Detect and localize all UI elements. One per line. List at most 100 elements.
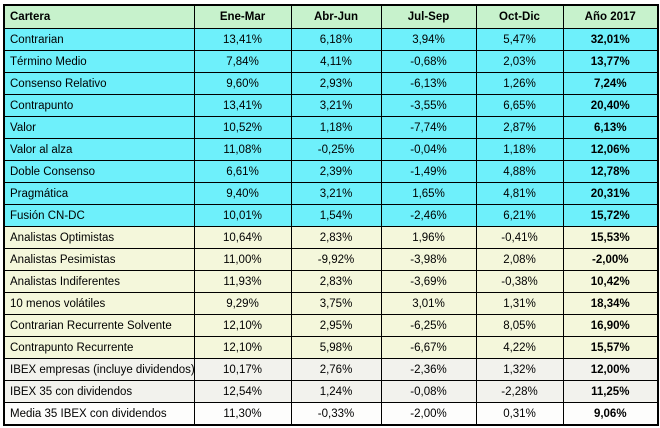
quarter-value-cell: 11,93% (193, 270, 292, 293)
quarter-value-cell: -0,25% (290, 138, 382, 161)
quarter-value-cell: 2,08% (475, 248, 564, 271)
quarter-value-cell: 2,93% (290, 72, 382, 95)
row-label: Valor (3, 116, 195, 139)
quarter-value-cell: 10,17% (193, 358, 292, 381)
quarter-value-cell: 3,01% (380, 292, 477, 315)
header-row: Cartera Ene-Mar Abr-Jun Jul-Sep Oct-Dic Año 2… (3, 4, 659, 29)
quarter-value-cell: 12,54% (193, 380, 292, 403)
row-label: Analistas Pesimistas (3, 248, 195, 271)
quarter-value-cell: 1,32% (475, 358, 564, 381)
row-label: Doble Consenso (3, 160, 195, 183)
row-label: Consenso Relativo (3, 72, 195, 95)
table-row: 10 menos volátiles 9,29% 3,75% 3,01% 1,31% 18… (3, 292, 659, 315)
column-header: Año 2017 (562, 4, 659, 29)
quarter-value-cell: 5,98% (290, 336, 382, 359)
quarter-value-cell: 6,18% (290, 28, 382, 51)
quarter-value-cell: -0,04% (380, 138, 477, 161)
year-value-cell: 15,53% (562, 226, 659, 249)
quarter-value-cell: -6,67% (380, 336, 477, 359)
quarter-value-cell: 6,61% (193, 160, 292, 183)
year-value-cell: 20,40% (562, 94, 659, 117)
quarter-value-cell: 10,01% (193, 204, 292, 227)
table-row: Analistas Indiferentes 11,93% 2,83% -3,69% -… (3, 270, 659, 293)
portfolio-returns-table: Cartera Ene-Mar Abr-Jun Jul-Sep Oct-Dic Año 2… (3, 4, 659, 426)
row-label: IBEX empresas (incluye dividendos) (3, 358, 195, 381)
year-value-cell: 15,72% (562, 204, 659, 227)
column-header: Oct-Dic (475, 4, 564, 29)
quarter-value-cell: 2,39% (290, 160, 382, 183)
quarter-value-cell: -2,36% (380, 358, 477, 381)
quarter-value-cell: 2,83% (290, 226, 382, 249)
quarter-value-cell: -7,74% (380, 116, 477, 139)
table-row: Contrarian Recurrente Solvente 12,10% 2,95… (3, 314, 659, 337)
quarter-value-cell: 1,18% (475, 138, 564, 161)
quarter-value-cell: 12,10% (193, 314, 292, 337)
quarter-value-cell: -3,55% (380, 94, 477, 117)
year-value-cell: 6,13% (562, 116, 659, 139)
quarter-value-cell: -2,00% (380, 402, 477, 426)
quarter-value-cell: -0,33% (290, 402, 382, 426)
quarter-value-cell: 6,65% (475, 94, 564, 117)
quarter-value-cell: 11,00% (193, 248, 292, 271)
quarter-value-cell: 1,54% (290, 204, 382, 227)
quarter-value-cell: 13,41% (193, 94, 292, 117)
quarter-value-cell: 11,30% (193, 402, 292, 426)
table-row: IBEX 35 con dividendos 12,54% 1,24% -0,08% -… (3, 380, 659, 403)
quarter-value-cell: 2,76% (290, 358, 382, 381)
quarter-value-cell: 10,52% (193, 116, 292, 139)
quarter-value-cell: 4,11% (290, 50, 382, 73)
year-value-cell: 18,34% (562, 292, 659, 315)
quarter-value-cell: -1,49% (380, 160, 477, 183)
table-row: Doble Consenso 6,61% 2,39% -1,49% 4,88% 12,78… (3, 160, 659, 183)
quarter-value-cell: 1,65% (380, 182, 477, 205)
row-label: Analistas Indiferentes (3, 270, 195, 293)
table-row: Pragmática 9,40% 3,21% 1,65% 4,81% 20,31% (3, 182, 659, 205)
quarter-value-cell: -6,25% (380, 314, 477, 337)
quarter-value-cell: 1,18% (290, 116, 382, 139)
table-row: Media 35 IBEX con dividendos 11,30% -0,33%… (3, 402, 659, 426)
quarter-value-cell: 8,05% (475, 314, 564, 337)
year-value-cell: 12,00% (562, 358, 659, 381)
quarter-value-cell: 2,95% (290, 314, 382, 337)
quarter-value-cell: -0,41% (475, 226, 564, 249)
year-value-cell: 9,06% (562, 402, 659, 426)
quarter-value-cell: 3,75% (290, 292, 382, 315)
row-label: Analistas Optimistas (3, 226, 195, 249)
column-header: Ene-Mar (193, 4, 292, 29)
quarter-value-cell: 6,21% (475, 204, 564, 227)
year-value-cell: 12,06% (562, 138, 659, 161)
quarter-value-cell: -2,28% (475, 380, 564, 403)
quarter-value-cell: 3,21% (290, 182, 382, 205)
quarter-value-cell: 1,24% (290, 380, 382, 403)
quarter-value-cell: 3,21% (290, 94, 382, 117)
quarter-value-cell: 1,96% (380, 226, 477, 249)
quarter-value-cell: 12,10% (193, 336, 292, 359)
column-header: Abr-Jun (290, 4, 382, 29)
table-body: Contrarian 13,41% 6,18% 3,94% 5,47% 32,01% Tér… (3, 28, 659, 426)
row-label: Fusión CN-DC (3, 204, 195, 227)
row-label: Contrapunto Recurrente (3, 336, 195, 359)
row-label: Valor al alza (3, 138, 195, 161)
quarter-value-cell: -0,68% (380, 50, 477, 73)
year-value-cell: 32,01% (562, 28, 659, 51)
quarter-value-cell: 9,40% (193, 182, 292, 205)
quarter-value-cell: 4,22% (475, 336, 564, 359)
quarter-value-cell: -3,98% (380, 248, 477, 271)
year-value-cell: -2,00% (562, 248, 659, 271)
row-label: 10 menos volátiles (3, 292, 195, 315)
table-row: Término Medio 7,84% 4,11% -0,68% 2,03% 13,77% (3, 50, 659, 73)
quarter-value-cell: 10,64% (193, 226, 292, 249)
quarter-value-cell: -6,13% (380, 72, 477, 95)
quarter-value-cell: -0,38% (475, 270, 564, 293)
quarter-value-cell: 4,81% (475, 182, 564, 205)
quarter-value-cell: 2,03% (475, 50, 564, 73)
quarter-value-cell: 7,84% (193, 50, 292, 73)
year-value-cell: 15,57% (562, 336, 659, 359)
quarter-value-cell: 5,47% (475, 28, 564, 51)
year-value-cell: 16,90% (562, 314, 659, 337)
quarter-value-cell: -0,08% (380, 380, 477, 403)
row-label: Término Medio (3, 50, 195, 73)
quarter-value-cell: 2,87% (475, 116, 564, 139)
row-label: Contrarian Recurrente Solvente (3, 314, 195, 337)
quarter-value-cell: -2,46% (380, 204, 477, 227)
